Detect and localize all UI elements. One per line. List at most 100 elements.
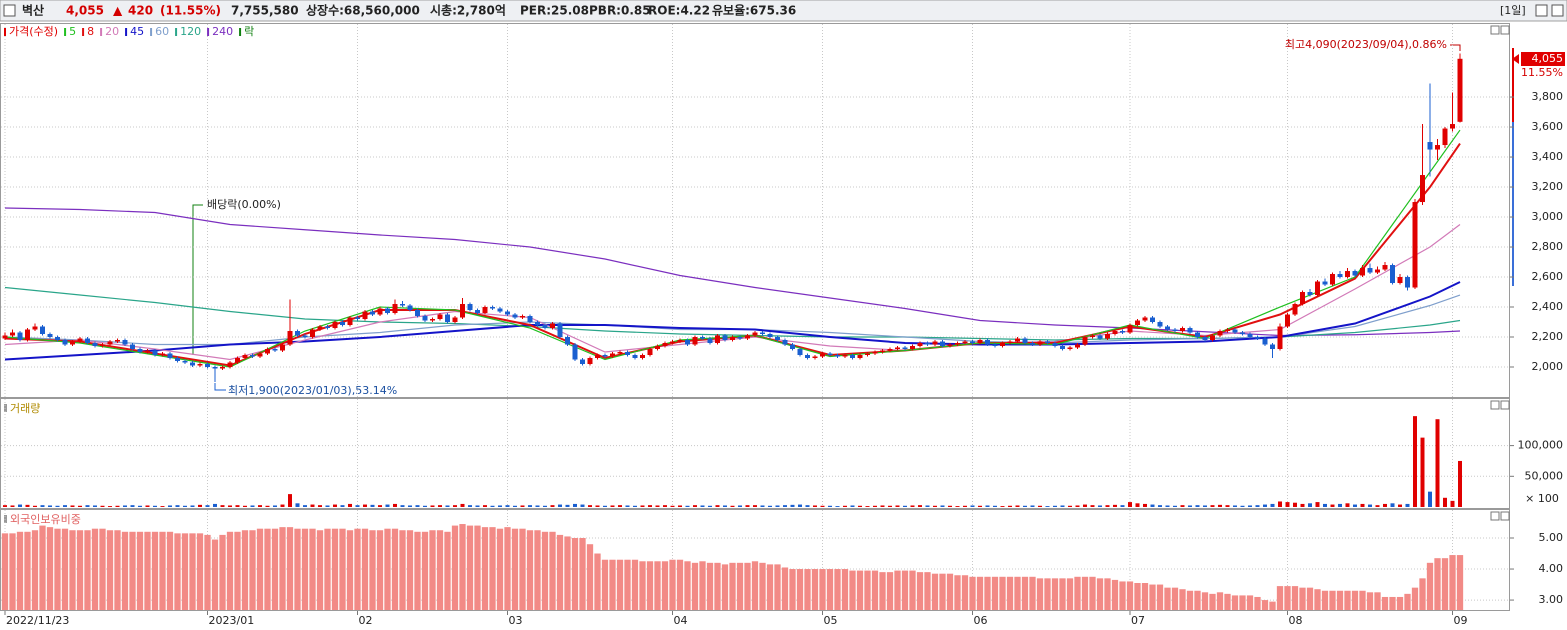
candle-body	[100, 344, 105, 347]
bar	[436, 530, 444, 610]
bar	[1126, 581, 1134, 610]
bar	[805, 505, 810, 507]
legend-label: 240	[212, 25, 233, 38]
legend-swatch	[4, 28, 6, 36]
x-tick-label: 06	[974, 614, 988, 627]
bar	[54, 528, 61, 610]
candle-body	[1307, 292, 1313, 296]
bar	[303, 505, 307, 507]
candle-body	[610, 353, 615, 357]
bar	[564, 536, 571, 610]
candle-body	[347, 317, 353, 326]
candle-body	[47, 334, 53, 338]
arrow: ▲	[113, 4, 123, 18]
legend-label: 락	[244, 25, 254, 38]
candle-body	[737, 337, 743, 339]
panel-button[interactable]	[1500, 511, 1510, 521]
candle-body	[940, 341, 945, 347]
bar	[850, 505, 855, 507]
panel-button[interactable]	[1490, 511, 1500, 521]
candle-body	[962, 341, 968, 344]
candle-body	[1300, 292, 1305, 305]
candle-body	[805, 355, 810, 359]
bar	[565, 504, 570, 507]
close-button[interactable]	[1551, 4, 1564, 17]
bar	[399, 530, 406, 610]
legend-label: 8	[87, 25, 94, 38]
bar	[1015, 505, 1020, 507]
candle-body	[520, 316, 525, 318]
bar	[100, 505, 105, 507]
bar	[1030, 505, 1035, 507]
candle-body	[1360, 268, 1365, 276]
bar	[384, 528, 391, 610]
bar	[99, 528, 106, 610]
panel-button[interactable]	[1500, 400, 1510, 410]
bar	[1203, 505, 1207, 507]
bar	[408, 505, 412, 507]
panel-button[interactable]	[1500, 25, 1510, 35]
candle-body	[295, 331, 300, 336]
bar	[1261, 600, 1269, 610]
bar	[123, 505, 127, 507]
foreign-title: 외국인보유비중	[10, 513, 81, 526]
bar	[511, 528, 519, 610]
candle-body	[1120, 331, 1125, 333]
bar	[1188, 505, 1192, 507]
bar	[549, 531, 556, 610]
candle-body	[422, 316, 428, 321]
pbr: PBR:0.85	[589, 4, 651, 18]
bar	[279, 527, 286, 610]
bar	[655, 505, 660, 507]
candle-body	[662, 343, 668, 347]
candle-body	[1315, 281, 1320, 296]
maximize-button[interactable]	[1535, 4, 1548, 17]
bar	[391, 528, 399, 610]
candle-body	[677, 340, 683, 342]
y-tick-label: 2,400	[1532, 300, 1564, 313]
checkbox[interactable]	[3, 4, 16, 17]
bar	[1419, 578, 1426, 610]
candle-body	[1285, 314, 1290, 327]
bar	[753, 505, 757, 507]
bar	[798, 504, 802, 507]
bar	[625, 505, 630, 507]
bar	[1180, 505, 1185, 507]
panel-button[interactable]	[1490, 400, 1500, 410]
bar	[1008, 505, 1012, 507]
legend-label: 60	[155, 25, 169, 38]
candle-body	[257, 353, 263, 357]
panel-button[interactable]	[1490, 25, 1500, 35]
candle-body	[1420, 175, 1425, 203]
bar	[490, 505, 495, 507]
bar	[106, 530, 114, 610]
bar	[1044, 578, 1051, 610]
bar	[475, 505, 480, 507]
bar	[25, 504, 30, 507]
legend-swatch	[175, 28, 178, 36]
bar	[1278, 501, 1282, 507]
candle-body	[137, 349, 143, 353]
bar	[31, 530, 39, 610]
bar	[858, 505, 862, 507]
bar	[931, 573, 939, 610]
bar	[460, 503, 465, 507]
bar	[145, 505, 150, 507]
bar	[520, 505, 525, 507]
bar	[1014, 576, 1021, 610]
candle-body	[1345, 271, 1350, 278]
bar	[955, 506, 960, 507]
bar	[1233, 505, 1237, 507]
bar	[1038, 505, 1042, 507]
bar	[393, 503, 397, 507]
bar	[676, 559, 684, 610]
candle-body	[430, 319, 435, 321]
period[interactable]: [1일]	[1500, 3, 1526, 17]
bar	[789, 569, 796, 610]
bar	[61, 528, 69, 610]
legend-swatch	[125, 28, 128, 36]
bar	[781, 567, 789, 610]
bar	[414, 531, 421, 610]
candle-body	[932, 341, 938, 345]
moving-average	[4, 129, 1461, 368]
